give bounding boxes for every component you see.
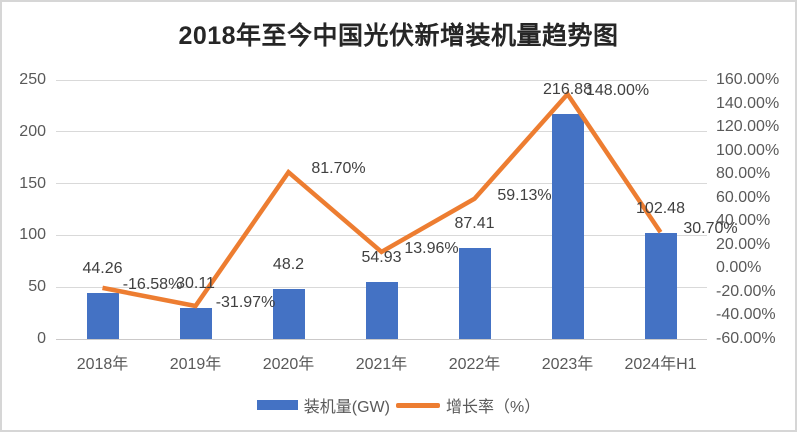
gridline-200 (56, 131, 707, 133)
line-label-2019年: -31.97% (215, 294, 276, 311)
y-axis-right-tick-60.00%: 60.00% (716, 188, 771, 206)
y-axis-left-tick-100: 100 (19, 226, 46, 244)
line-series-swatch (395, 402, 440, 408)
bar-label-2020年: 48.2 (272, 256, 305, 274)
x-axis-label-2023年: 2023年 (541, 356, 594, 373)
bar-label-2021年: 54.93 (361, 249, 402, 267)
x-axis-label-2020年: 2020年 (262, 356, 315, 373)
gridline-100 (56, 234, 707, 236)
bar-label-2024年H1: 102.48 (636, 199, 685, 217)
line-label-2020年: 81.70% (311, 160, 366, 178)
bar-2022年 (458, 248, 491, 339)
legend-item-installed-capacity: 装机量(GW) (256, 393, 390, 417)
y-axis-right-tick-80.00%: 80.00% (716, 165, 771, 183)
gridline-250 (56, 79, 707, 81)
y-axis-right-tick--40.00%: -40.00% (716, 306, 776, 324)
bar-2018年 (86, 293, 119, 339)
legend-item-growth-rate: 增长率（%） (395, 393, 541, 417)
line-label-2021年: 13.96% (404, 239, 459, 257)
y-axis-right-tick--20.00%: -20.00% (716, 282, 776, 300)
legend-label-installed-capacity: 装机量(GW) (303, 399, 390, 416)
y-axis-right-tick-40.00%: 40.00% (716, 212, 771, 230)
chart-title: 2018年至今中国光伏新增装机量趋势图 (178, 22, 619, 50)
x-axis-label-2019年: 2019年 (169, 356, 222, 373)
y-axis-left-tick-200: 200 (19, 122, 46, 140)
y-axis-right-tick--60.00%: -60.00% (716, 330, 776, 347)
bar-2023年 (551, 114, 584, 339)
bar-label-2022年: 87.41 (454, 215, 495, 233)
bar-2024年H1 (644, 232, 677, 339)
bar-label-2023年: 216.88 (543, 81, 592, 99)
y-axis-left-tick-0: 0 (37, 330, 46, 347)
x-axis-label-2021年: 2021年 (355, 356, 408, 373)
y-axis-right-tick-100.00%: 100.00% (716, 141, 780, 159)
legend-label-growth-rate: 增长率（%） (445, 399, 541, 416)
line-label-2018年: -16.58% (122, 275, 183, 293)
line-label-2023年: 148.00% (585, 82, 650, 100)
bar-label-2019年: 30.11 (176, 274, 215, 292)
gridline-150 (56, 183, 707, 185)
line-label-2022年: 59.13% (497, 186, 552, 204)
y-axis-right-tick-160.00%: 160.00% (716, 71, 780, 88)
line-label-2024年H1: 30.70% (683, 220, 738, 238)
x-axis-label-2024年H1: 2024年H1 (624, 356, 697, 373)
y-axis-right-tick-20.00%: 20.00% (716, 235, 771, 253)
y-axis-right-tick-120.00%: 120.00% (716, 118, 780, 136)
y-axis-right-tick-140.00%: 140.00% (716, 94, 780, 112)
y-axis-right-tick-0.00%: 0.00% (716, 259, 762, 277)
bar-label-2018年: 44.26 (82, 260, 123, 278)
bar-2019年 (179, 307, 212, 339)
x-axis-label-2022年: 2022年 (448, 356, 501, 373)
legend: 装机量(GW) 增长率（%） (2, 393, 795, 417)
y-axis-left-tick-250: 250 (19, 71, 46, 88)
gridline-0 (56, 338, 707, 340)
bar-2021年 (365, 282, 398, 339)
x-axis-label-2018年: 2018年 (76, 356, 129, 373)
bar-2020年 (272, 289, 305, 339)
y-axis-left-tick-150: 150 (19, 174, 46, 192)
y-axis-left-tick-50: 50 (28, 278, 46, 296)
bar-series-swatch (256, 400, 298, 410)
